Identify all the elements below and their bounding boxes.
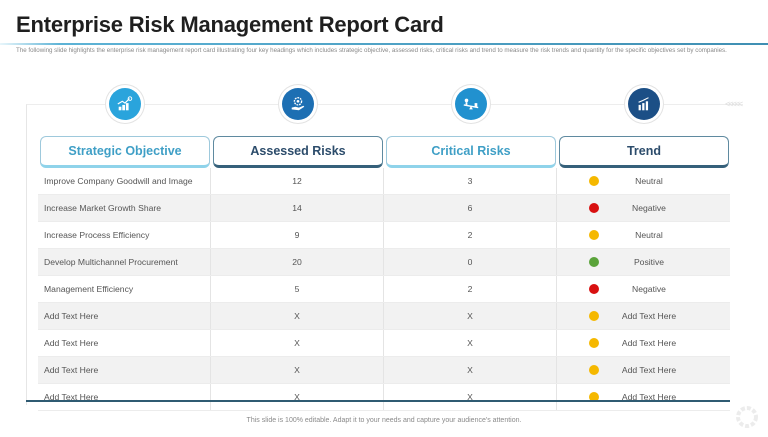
- table-row: Add Text Here X X Add Text Here: [38, 357, 730, 384]
- assessed-risks-cell: 12: [211, 168, 384, 194]
- trend-label: Positive: [633, 257, 665, 267]
- critical-risks-cell: 6: [384, 195, 557, 221]
- critical-risks-cell: X: [384, 330, 557, 356]
- objective-cell: Management Efficiency: [38, 276, 211, 302]
- trend-cell: Add Text Here: [557, 330, 730, 356]
- trend-label: Add Text Here: [621, 311, 677, 321]
- trend-status-dot-icon: [589, 338, 599, 348]
- objective-cell: Increase Market Growth Share: [38, 195, 211, 221]
- growth-chart-icon: [109, 88, 141, 120]
- trend-label: Add Text Here: [621, 338, 677, 348]
- assessed-risks-cell: X: [211, 384, 384, 410]
- critical-risks-cell: 2: [384, 222, 557, 248]
- hand-gear-icon: [282, 88, 314, 120]
- objective-cell: Add Text Here: [38, 384, 211, 410]
- trend-cell: Negative: [557, 195, 730, 221]
- chevron-decoration-icon: <<<<<: [725, 99, 743, 109]
- trend-status-dot-icon: [589, 176, 599, 186]
- critical-risks-cell: 3: [384, 168, 557, 194]
- page-subtitle: The following slide highlights the enter…: [16, 47, 727, 54]
- trend-status-dot-icon: [589, 311, 599, 321]
- trend-status-dot-icon: [589, 392, 599, 402]
- trend-cell: Negative: [557, 276, 730, 302]
- trend-label: Neutral: [635, 176, 663, 186]
- critical-risks-cell: X: [384, 303, 557, 329]
- table-row: Add Text Here X X Add Text Here: [38, 330, 730, 357]
- trend-status-dot-icon: [589, 257, 599, 267]
- assessed-risks-cell: X: [211, 303, 384, 329]
- trend-status-dot-icon: [589, 284, 599, 294]
- critical-risks-cell: 2: [384, 276, 557, 302]
- critical-risks-cell: X: [384, 357, 557, 383]
- critical-risks-cell: 0: [384, 249, 557, 275]
- column-header-critical-risks: Critical Risks: [386, 136, 556, 168]
- trend-status-dot-icon: [589, 365, 599, 375]
- objective-cell: Improve Company Goodwill and Image: [38, 168, 211, 194]
- table-row: Increase Process Efficiency 9 2 Neutral: [38, 222, 730, 249]
- assessed-risks-cell: 9: [211, 222, 384, 248]
- assessed-risks-cell: X: [211, 357, 384, 383]
- bar-chart-icon: [628, 88, 660, 120]
- table-row: Increase Market Growth Share 14 6 Negati…: [38, 195, 730, 222]
- footer-note: This slide is 100% editable. Adapt it to…: [246, 417, 522, 424]
- objective-cell: Add Text Here: [38, 330, 211, 356]
- trend-cell: Neutral: [557, 222, 730, 248]
- table-row: Improve Company Goodwill and Image 12 3 …: [38, 168, 730, 195]
- critical-risks-cell: X: [384, 384, 557, 410]
- table-row: Develop Multichannel Procurement 20 0 Po…: [38, 249, 730, 276]
- objective-cell: Add Text Here: [38, 303, 211, 329]
- card-frame: [26, 104, 743, 405]
- trend-label: Add Text Here: [621, 392, 677, 402]
- table-row: Add Text Here X X Add Text Here: [38, 303, 730, 330]
- column-header-trend: Trend: [559, 136, 729, 168]
- trend-label: Negative: [632, 284, 666, 294]
- assessed-risks-cell: 5: [211, 276, 384, 302]
- report-table: Improve Company Goodwill and Image 12 3 …: [38, 168, 730, 411]
- trend-label: Add Text Here: [621, 365, 677, 375]
- gear-watermark-icon: [732, 402, 762, 437]
- column-header-assessed-risks: Assessed Risks: [213, 136, 383, 168]
- column-header-strategic-objective: Strategic Objective: [40, 136, 210, 168]
- assessed-risks-cell: X: [211, 330, 384, 356]
- trend-label: Neutral: [635, 230, 663, 240]
- trend-status-dot-icon: [589, 230, 599, 240]
- table-row: Management Efficiency 5 2 Negative: [38, 276, 730, 303]
- trend-cell: Add Text Here: [557, 357, 730, 383]
- assessed-risks-cell: 14: [211, 195, 384, 221]
- trend-cell: Add Text Here: [557, 303, 730, 329]
- table-bottom-border: [26, 400, 730, 402]
- title-divider: [0, 43, 768, 45]
- objective-cell: Add Text Here: [38, 357, 211, 383]
- trend-cell: Positive: [557, 249, 730, 275]
- trend-cell: Neutral: [557, 168, 730, 194]
- trend-cell: Add Text Here: [557, 384, 730, 410]
- trend-status-dot-icon: [589, 203, 599, 213]
- assessed-risks-cell: 20: [211, 249, 384, 275]
- objective-cell: Increase Process Efficiency: [38, 222, 211, 248]
- page-title: Enterprise Risk Management Report Card: [16, 12, 444, 37]
- seesaw-balance-icon: [455, 88, 487, 120]
- trend-label: Negative: [632, 203, 666, 213]
- table-row: Add Text Here X X Add Text Here: [38, 384, 730, 411]
- objective-cell: Develop Multichannel Procurement: [38, 249, 211, 275]
